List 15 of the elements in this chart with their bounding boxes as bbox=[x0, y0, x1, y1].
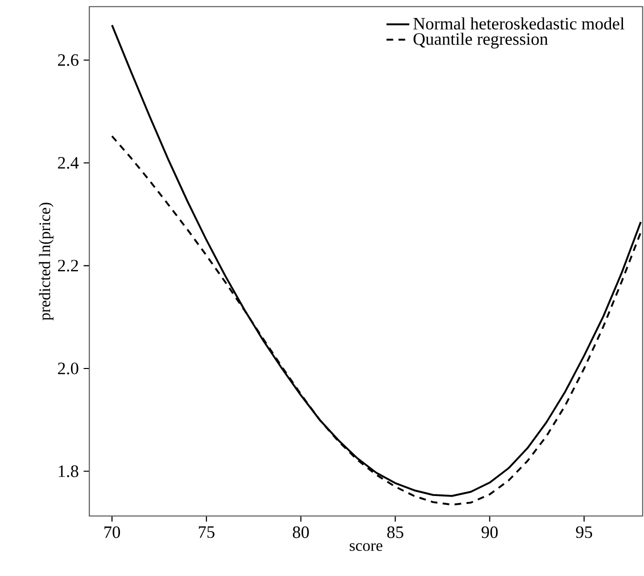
y-tick-label: 2.2 bbox=[58, 260, 78, 272]
y-tick-label: 2.0 bbox=[58, 362, 78, 374]
x-tick-label: 70 bbox=[104, 526, 120, 538]
x-tick-label: 80 bbox=[292, 526, 309, 538]
legend-label: Normal heteroskedastic model bbox=[413, 17, 624, 30]
x-tick-label: 85 bbox=[387, 526, 404, 538]
y-tick-label: 2.4 bbox=[58, 157, 79, 169]
y-tick-label: 1.8 bbox=[58, 465, 78, 478]
x-tick-label: 95 bbox=[576, 526, 592, 538]
x-tick-label: 90 bbox=[482, 526, 498, 538]
y-axis-title: predicted ln(price) bbox=[38, 202, 54, 320]
x-tick-label: 75 bbox=[198, 526, 214, 538]
x-axis-title: score bbox=[350, 543, 382, 551]
y-tick-label: 2.6 bbox=[58, 54, 78, 66]
legend-label: Quantile regression bbox=[414, 32, 548, 48]
